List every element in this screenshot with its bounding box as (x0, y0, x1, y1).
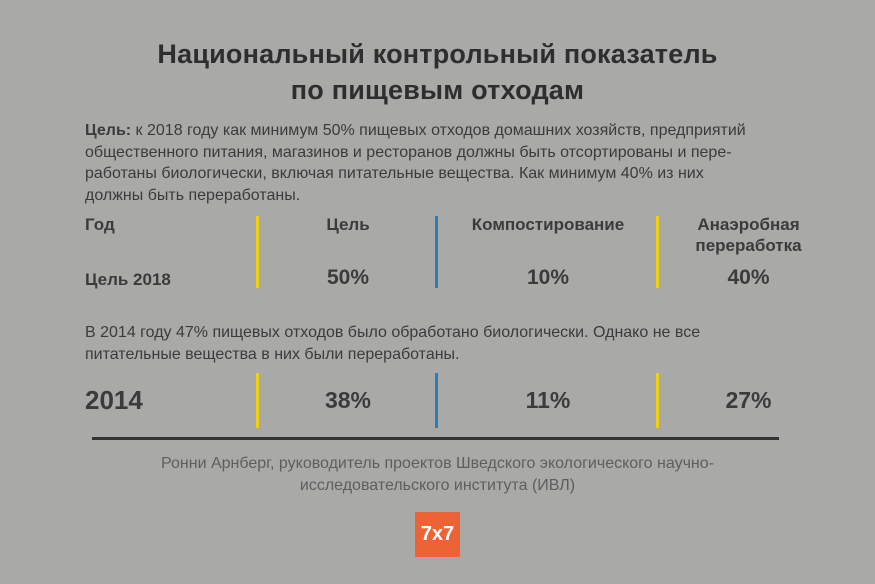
target-table-anaerobic-column: Анаэробная переработка 40% (662, 214, 835, 290)
column-header-goal: Цель (326, 215, 370, 234)
title-line-2: по пищевым отходам (290, 75, 585, 105)
actual-year-cell: 2014 (85, 372, 253, 429)
actual-year-value: 2014 (85, 385, 143, 415)
title-line-1: Национальный контрольный показатель (157, 39, 718, 69)
goal-paragraph-line-1: Цель: к 2018 году как минимум 50% пищевы… (85, 120, 746, 142)
actual-composting-value: 11% (525, 387, 571, 413)
7x7-logo: 7x7 (415, 512, 460, 557)
divider-blue-1 (435, 216, 438, 288)
divider-yellow-3 (256, 373, 259, 428)
source-line-1: Ронни Арнберг, руководитель проектов Шве… (161, 455, 714, 472)
actual-2014-row: 2014 38% 11% 27% (85, 372, 835, 429)
7x7-logo-text: 7x7 (420, 523, 455, 545)
target-table-year-column: Год Цель 2018 (85, 214, 253, 290)
note-2014-line-2: питательные вещества в них были перерабо… (85, 345, 460, 363)
goal-label: Цель: (85, 122, 132, 139)
goal-paragraph-line-3: работаны биологически, включая питательн… (85, 165, 704, 182)
column-header-composting: Компостирование (471, 215, 625, 234)
target-table: Год Цель 2018 Цель 50% Компостирование 1… (85, 214, 835, 290)
goal-paragraph: Цель: к 2018 году как минимум 50% пищевы… (85, 120, 746, 206)
divider-yellow-4 (656, 373, 659, 428)
page-title: Национальный контрольный показатель по п… (0, 36, 875, 108)
note-2014-line-1: В 2014 году 47% пищевых отходов было обр… (85, 324, 701, 341)
source-line-2: исследовательского института (ИВЛ) (299, 477, 576, 494)
actual-anaerobic-cell: 27% (662, 372, 835, 429)
goal-line-1-text: к 2018 году как минимум 50% пищевых отхо… (131, 122, 746, 139)
target-composting-value: 10% (526, 266, 570, 289)
goal-paragraph-line-4: должны быть переработаны. (85, 186, 301, 204)
goal-paragraph-line-2: общественного питания, магазинов и ресто… (85, 143, 732, 161)
column-header-year: Год (85, 215, 115, 234)
actual-anaerobic-value: 27% (725, 387, 772, 413)
note-2014-paragraph: В 2014 году 47% пищевых отходов было обр… (85, 322, 700, 365)
actual-composting-cell: 11% (441, 372, 655, 429)
horizontal-rule (92, 437, 779, 440)
target-anaerobic-value: 40% (727, 266, 770, 289)
target-table-composting-column: Компостирование 10% (441, 214, 655, 290)
actual-goal-value: 38% (324, 387, 372, 413)
target-goal-value: 50% (326, 266, 370, 289)
source-attribution: Ронни Арнберг, руководитель проектов Шве… (0, 453, 875, 497)
column-header-anaerobic: Анаэробная переработка (695, 215, 802, 255)
divider-blue-2 (435, 373, 438, 428)
target-row-label: Цель 2018 (85, 270, 171, 289)
divider-yellow-1 (256, 216, 259, 288)
divider-yellow-2 (656, 216, 659, 288)
target-table-goal-column: Цель 50% (262, 214, 434, 290)
actual-goal-cell: 38% (262, 372, 434, 429)
